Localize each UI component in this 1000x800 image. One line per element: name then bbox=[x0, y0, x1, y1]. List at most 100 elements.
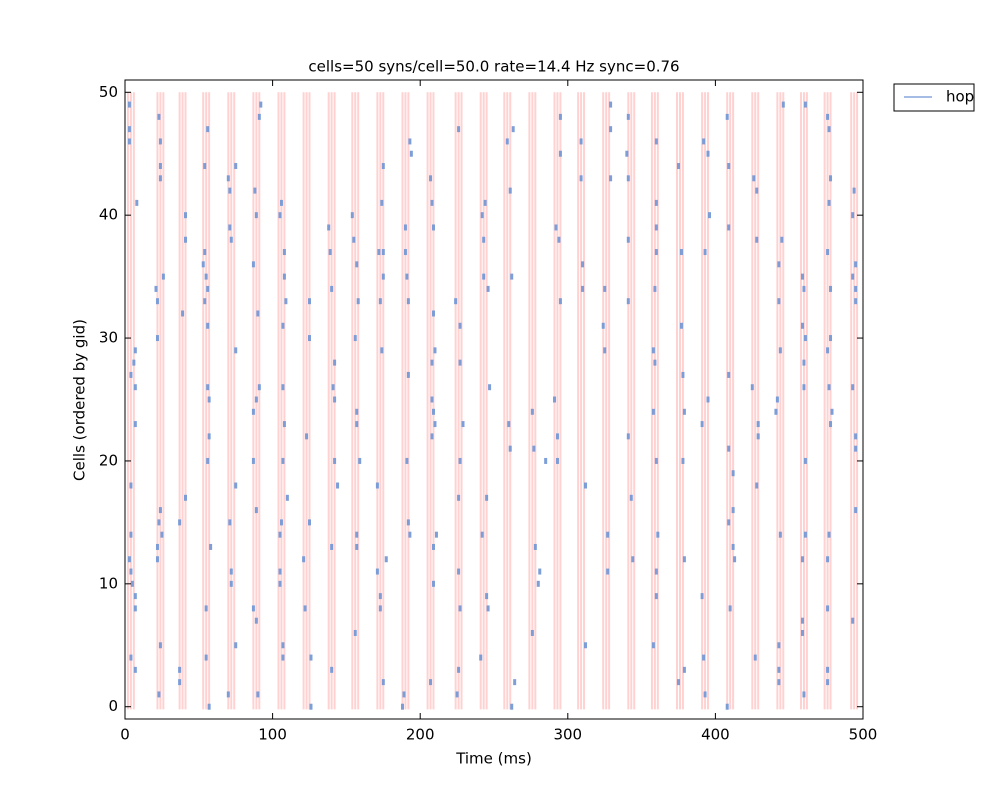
spike bbox=[851, 273, 855, 280]
spike bbox=[800, 556, 804, 563]
spike bbox=[158, 175, 162, 182]
spike bbox=[229, 236, 233, 243]
spike bbox=[356, 298, 360, 305]
spike bbox=[653, 285, 657, 292]
spike bbox=[355, 261, 359, 268]
spike bbox=[431, 224, 435, 231]
spike bbox=[826, 249, 830, 256]
spike bbox=[777, 261, 781, 268]
spike bbox=[430, 433, 434, 440]
spike bbox=[826, 666, 830, 673]
spike bbox=[282, 273, 286, 280]
spike bbox=[381, 273, 385, 280]
spike bbox=[431, 310, 435, 317]
spike bbox=[454, 298, 458, 305]
spike bbox=[434, 531, 438, 538]
spike bbox=[234, 642, 238, 649]
y-tick-label: 10 bbox=[99, 574, 118, 592]
x-tick-label: 200 bbox=[406, 726, 435, 744]
spike bbox=[430, 396, 434, 403]
spike bbox=[458, 359, 462, 366]
spike bbox=[603, 285, 607, 292]
spike bbox=[854, 507, 858, 514]
spike bbox=[406, 371, 410, 378]
spike bbox=[375, 482, 379, 489]
spike bbox=[331, 384, 335, 391]
spike bbox=[702, 138, 706, 145]
spike bbox=[234, 347, 238, 354]
spike bbox=[851, 212, 855, 219]
spike bbox=[355, 408, 359, 415]
spike bbox=[302, 556, 306, 563]
spike bbox=[707, 212, 711, 219]
spike bbox=[485, 593, 489, 600]
spike bbox=[457, 494, 461, 501]
spike bbox=[681, 371, 685, 378]
spike bbox=[800, 617, 804, 624]
spike bbox=[654, 249, 658, 256]
spike bbox=[207, 703, 211, 710]
spike bbox=[127, 138, 131, 145]
spike bbox=[731, 507, 735, 514]
spike bbox=[282, 421, 286, 428]
spike bbox=[609, 101, 613, 108]
spike bbox=[278, 212, 282, 219]
spike bbox=[133, 384, 137, 391]
spike bbox=[206, 457, 210, 464]
spike bbox=[558, 150, 562, 157]
spike bbox=[204, 654, 208, 661]
spike bbox=[733, 556, 737, 563]
spike bbox=[606, 568, 610, 575]
spike bbox=[479, 654, 483, 661]
spike bbox=[544, 457, 548, 464]
spike bbox=[488, 384, 492, 391]
spike bbox=[333, 396, 337, 403]
spike bbox=[129, 568, 133, 575]
spike bbox=[303, 605, 307, 612]
y-tick-label: 30 bbox=[99, 329, 118, 347]
spike bbox=[402, 691, 406, 698]
spike bbox=[480, 531, 484, 538]
spike bbox=[203, 249, 207, 256]
spike bbox=[353, 335, 357, 342]
spike bbox=[284, 298, 288, 305]
spike bbox=[725, 113, 729, 120]
spike bbox=[508, 445, 512, 452]
spike bbox=[829, 335, 833, 342]
spike bbox=[154, 285, 158, 292]
spike bbox=[800, 273, 804, 280]
spike bbox=[133, 347, 137, 354]
spike bbox=[800, 322, 804, 329]
spike bbox=[206, 384, 210, 391]
spike bbox=[234, 163, 238, 170]
spike bbox=[727, 163, 731, 170]
spike bbox=[677, 163, 680, 170]
spike bbox=[731, 470, 735, 477]
spike bbox=[682, 556, 686, 563]
x-tick-label: 300 bbox=[553, 726, 582, 744]
spike bbox=[480, 212, 484, 219]
spike bbox=[486, 605, 490, 612]
spike bbox=[458, 322, 462, 329]
spike bbox=[328, 249, 332, 256]
spike bbox=[433, 421, 437, 428]
spike bbox=[802, 359, 806, 366]
spike bbox=[330, 285, 334, 292]
spike bbox=[750, 384, 754, 391]
spike bbox=[800, 629, 804, 636]
plot-area bbox=[126, 92, 859, 710]
spike bbox=[626, 236, 630, 243]
spike bbox=[682, 408, 686, 415]
spike bbox=[461, 421, 465, 428]
spike bbox=[178, 679, 182, 686]
spike bbox=[430, 359, 434, 366]
spike bbox=[756, 433, 760, 440]
spike bbox=[279, 199, 283, 206]
spike bbox=[253, 187, 257, 194]
spike bbox=[457, 666, 461, 673]
spike bbox=[358, 457, 362, 464]
spike bbox=[829, 285, 833, 292]
spike bbox=[155, 543, 159, 550]
spike bbox=[579, 138, 583, 145]
x-tick-label: 400 bbox=[701, 726, 730, 744]
